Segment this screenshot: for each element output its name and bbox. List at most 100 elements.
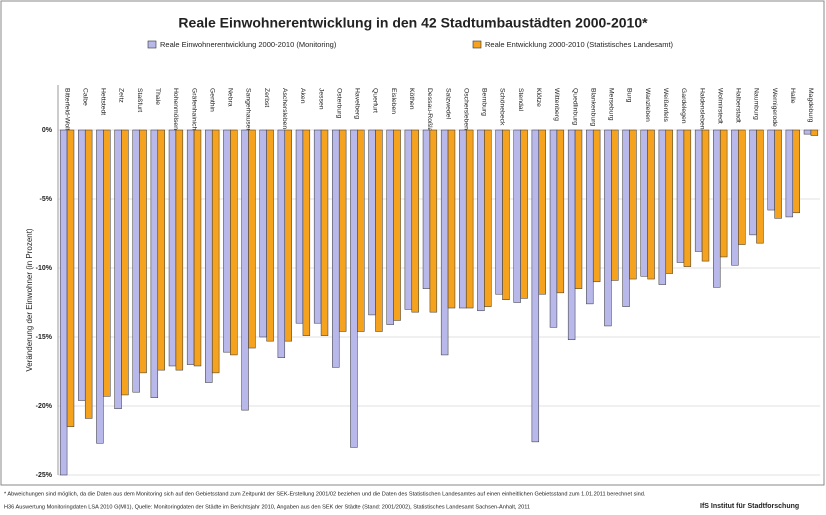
x-tick-label: Calbe <box>81 88 88 106</box>
bar <box>411 129 419 313</box>
x-tick-label: Thale <box>154 88 161 105</box>
x-tick-label: Klötze <box>535 88 542 107</box>
legend-swatch <box>147 40 157 49</box>
bar <box>683 129 692 267</box>
bar <box>186 129 195 365</box>
x-tick-label: Jessen <box>317 88 324 110</box>
bar <box>223 129 231 353</box>
bar <box>513 129 521 303</box>
bar <box>767 129 775 211</box>
bar <box>150 129 159 398</box>
bar <box>114 129 122 410</box>
x-tick-label: Wittenberg <box>553 88 560 121</box>
x-tick-label: Wanzleben <box>644 88 651 122</box>
bar <box>266 129 274 342</box>
bar <box>658 129 667 285</box>
x-tick-label: Eisleben <box>390 88 397 114</box>
x-tick-label: Magdeburg <box>807 88 814 123</box>
bar <box>440 129 449 356</box>
source: IfS Institut für Stadtforschung <box>700 503 799 510</box>
bar <box>701 129 710 262</box>
bar <box>538 129 546 295</box>
chart-title: Reale Einwohnerentwicklung in den 42 Sta… <box>178 15 648 31</box>
x-tick-label: Sangerhausen <box>245 88 252 132</box>
bar <box>121 129 129 396</box>
bar <box>665 129 673 274</box>
bar <box>332 129 340 368</box>
bar <box>465 129 474 309</box>
bar <box>168 129 177 367</box>
bar <box>477 129 485 312</box>
x-tick-label: Wernigerode <box>771 88 778 127</box>
bar <box>803 129 812 135</box>
x-tick-label: Querfurt <box>372 88 379 113</box>
bar <box>622 129 630 307</box>
bar <box>549 129 558 328</box>
y-tick-label: 0% <box>42 127 53 134</box>
legend-label: Reale Entwicklung 2000-2010 (Statistisch… <box>485 40 674 49</box>
bar <box>313 129 322 324</box>
bar <box>810 129 819 136</box>
x-tick-label: Oschersleben <box>462 88 469 130</box>
y-axis-label: Veränderung der Einwohner (in Prozent) <box>25 228 34 372</box>
x-tick-label: Stendal <box>517 88 524 112</box>
x-tick-label: Zerbst <box>263 88 270 107</box>
x-tick-label: Haldensleben <box>698 88 705 130</box>
x-tick-label: Naumburg <box>753 88 760 120</box>
x-tick-label: Aken <box>299 88 306 104</box>
bar <box>647 129 655 280</box>
bar <box>774 129 782 219</box>
x-tick-label: Hettstedt <box>100 88 107 115</box>
bar <box>756 129 764 244</box>
bar <box>84 129 93 419</box>
bar <box>338 129 347 332</box>
x-tick-label: Genthin <box>208 88 215 112</box>
bar <box>629 129 637 280</box>
bar <box>502 129 510 300</box>
bar <box>230 129 238 356</box>
x-tick-label: Burg <box>626 88 633 103</box>
bar <box>586 129 594 305</box>
x-tick-label: Weißenfels <box>662 88 669 122</box>
y-tick-label: -25% <box>36 472 53 479</box>
y-tick-label: -20% <box>36 403 53 410</box>
bar <box>193 129 202 367</box>
bar <box>556 129 565 294</box>
bar <box>368 129 376 316</box>
footnote: H36 Auswertung Monitoringdaten LSA 2010 … <box>4 504 530 510</box>
bar <box>103 129 111 397</box>
bar <box>738 129 746 245</box>
bar <box>640 129 648 277</box>
x-tick-label: Osterburg <box>335 88 342 118</box>
bar <box>132 129 140 393</box>
bar <box>175 129 184 371</box>
bar <box>520 129 528 299</box>
bar <box>393 129 401 321</box>
bar <box>404 129 413 310</box>
bar <box>447 129 456 309</box>
x-tick-label: Nebra <box>227 88 234 107</box>
bar <box>284 129 292 342</box>
bar <box>604 129 612 327</box>
x-tick-label: Bitterfeld-Wolfen <box>63 88 70 138</box>
bar <box>592 129 601 283</box>
x-tick-label: Merseburg <box>608 88 615 121</box>
x-tick-label: Staßfurt <box>136 88 143 112</box>
y-tick-label: -10% <box>36 265 53 272</box>
bar <box>78 129 86 401</box>
bar <box>719 129 728 258</box>
bar <box>375 129 383 332</box>
bar <box>211 129 220 374</box>
bar <box>66 129 75 427</box>
x-tick-label: Köthen <box>408 88 415 110</box>
bar <box>295 129 304 324</box>
bar <box>350 129 358 448</box>
bar <box>259 129 267 338</box>
bar <box>749 129 757 236</box>
bar <box>495 129 503 295</box>
x-tick-label: Schönebeck <box>499 88 506 126</box>
x-tick-label: Gardelegen <box>680 88 687 124</box>
legend-swatch <box>472 40 482 49</box>
bar <box>676 129 685 263</box>
